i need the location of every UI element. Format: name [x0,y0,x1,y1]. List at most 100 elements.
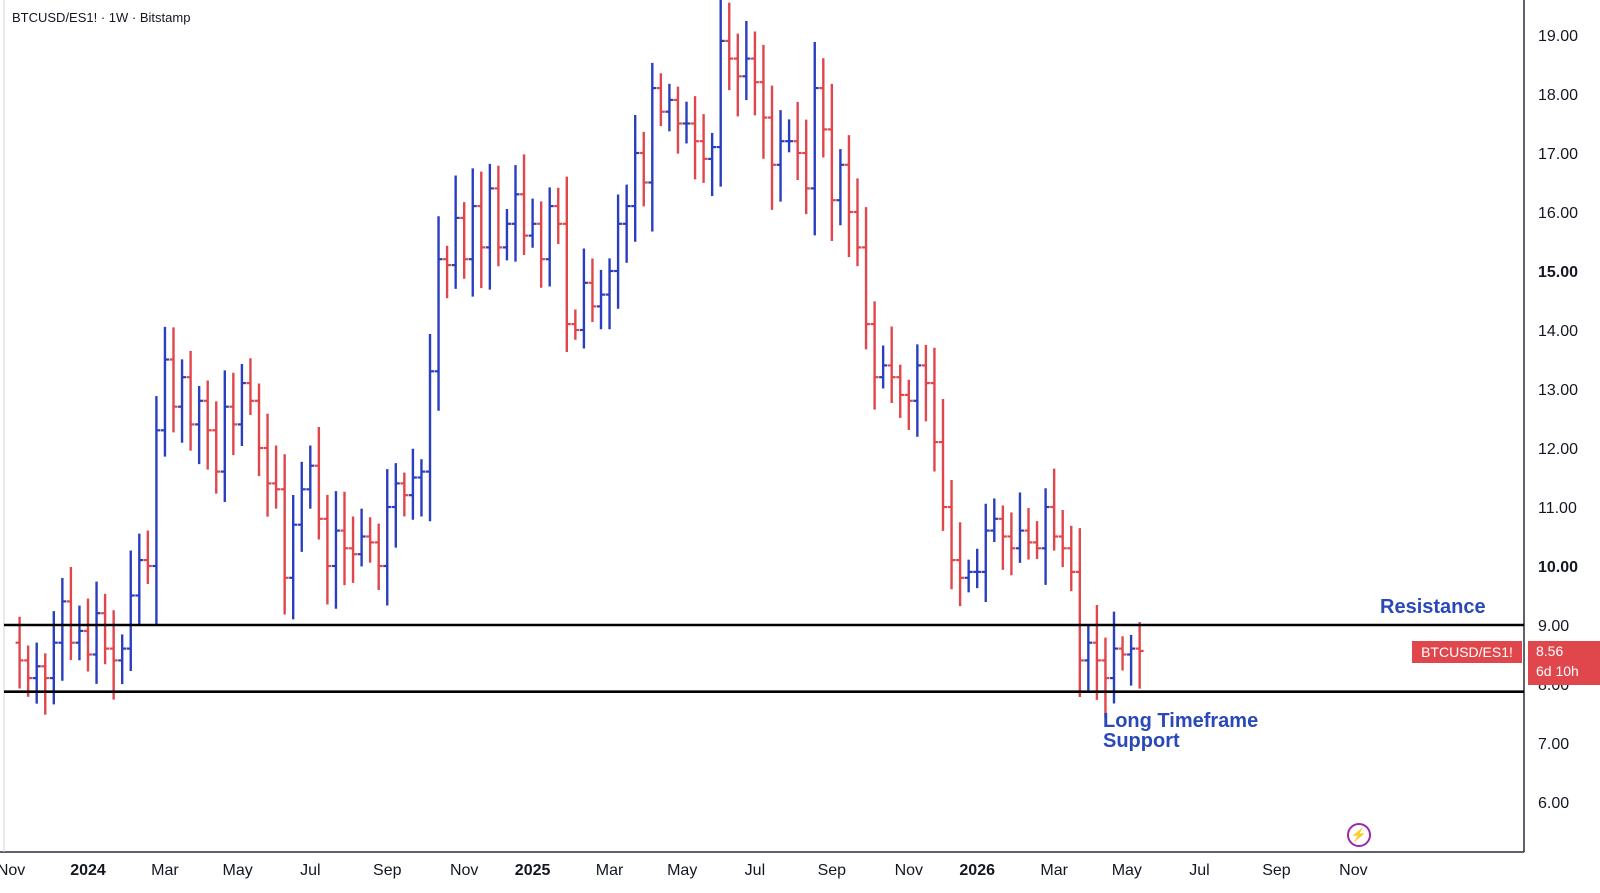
ohlc-bar [665,83,674,132]
lightning-icon[interactable]: ⚡ [1347,823,1371,847]
ohlc-bar [853,178,862,267]
ohlc-bar [956,522,965,607]
y-tick-label: 7.00 [1538,736,1569,753]
ohlc-bar [562,176,571,353]
ohlc-bar [733,33,742,117]
ohlc-bar [160,326,169,457]
ohlc-bar [904,379,913,430]
ohlc-bar [870,301,879,410]
price-tag-symbol: BTCUSD/ES1! [1412,641,1522,663]
ohlc-bar [41,653,50,715]
ohlc-bar [1084,624,1093,691]
ohlc-bar [793,101,802,180]
ohlc-bar [827,83,836,241]
ohlc-bar [297,461,306,552]
y-tick-label: 18.00 [1538,87,1578,104]
ohlc-bar [1024,508,1033,560]
ohlc-bar [1007,512,1016,576]
ohlc-bar [280,454,289,615]
ohlc-bar [451,175,460,289]
x-tick-label: Nov [0,862,25,879]
ohlc-bar [673,86,682,154]
ohlc-bar [255,383,263,477]
ohlc-bar [597,269,605,330]
ohlc-bar [143,530,152,585]
ohlc-bar [340,491,349,586]
ohlc-bar [118,634,127,685]
ohlc-bar [237,364,246,447]
ohlc-bar [879,345,888,389]
x-tick-label: Jul [745,862,765,879]
ohlc-bar [426,333,434,522]
y-tick-label: 14.00 [1538,323,1578,340]
ohlc-bar [930,347,939,472]
ohlc-bar [494,165,503,267]
y-tick-label: 15.00 [1538,264,1578,281]
ohlc-bar [135,533,144,626]
ohlc-bar [776,110,785,202]
ohlc-bar [1135,622,1144,689]
price-tag-price: 8.56 [1536,643,1564,659]
ohlc-bar [750,31,759,116]
ohlc-bar [708,132,717,197]
ohlc-bar [220,370,229,503]
y-tick-label: 13.00 [1538,382,1578,399]
ohlc-bar [101,593,110,665]
y-tick-label: 6.00 [1538,795,1569,812]
y-tick-label: 19.00 [1538,28,1578,45]
ohlc-bar [75,605,84,661]
ohlc-bar [981,503,990,602]
ohlc-bar [716,0,725,187]
ohlc-bar [212,401,221,494]
ohlc-bar [92,581,101,684]
ohlc-bar [1058,510,1067,568]
ohlc-bar [477,171,486,289]
ohlc-bar [998,505,1007,570]
ohlc-bar [323,494,332,605]
x-tick-label: Nov [450,862,478,879]
x-tick-label: Mar [1040,862,1068,879]
ohlc-bar [631,115,640,242]
ohlc-bar [460,202,469,279]
ohlc-bar [400,472,409,517]
x-tick-label: 2025 [515,862,551,879]
ohlc-bar [1127,634,1136,686]
ohlc-bar [511,165,520,262]
resistance-label: Resistance [1380,596,1486,618]
ohlc-bar [109,610,118,700]
ohlc-bar [32,642,41,704]
ohlc-bar [691,96,700,180]
ohlc-bar [186,350,195,451]
ohlc-bar [537,201,546,288]
ohlc-bar [913,344,922,437]
ohlc-bar [810,42,819,236]
ohlc-bar [152,396,161,625]
ohlc-bar [990,498,999,543]
ohlc-bar [1033,521,1042,559]
x-tick-label: Sep [1262,862,1291,879]
ohlc-bar [84,598,92,672]
ohlc-bar [1075,528,1084,698]
ohlc-bar [195,386,204,465]
ohlc-bar [648,62,657,232]
ohlc-bar [939,399,947,531]
ohlc-bar [374,523,383,590]
ohlc-bar [15,616,24,689]
ohlc-bar [66,566,75,661]
ohlc-bar [742,20,751,101]
x-tick-label: 2024 [70,862,106,879]
ohlc-bar [973,548,982,589]
ohlc-bar [49,611,58,705]
ohlc-bar [1092,605,1101,700]
y-tick-label: 9.00 [1538,618,1569,635]
ohlc-bar [528,198,537,248]
ohlc-bar [1067,525,1076,592]
ohlc-bar [417,459,426,517]
symbol-title: BTCUSD/ES1! · 1W · Bitstamp [12,10,191,25]
ohlc-bar [947,480,956,590]
ohlc-bar [1050,468,1059,551]
x-tick-label: Jul [1189,862,1209,879]
ohlc-bar [571,309,580,340]
